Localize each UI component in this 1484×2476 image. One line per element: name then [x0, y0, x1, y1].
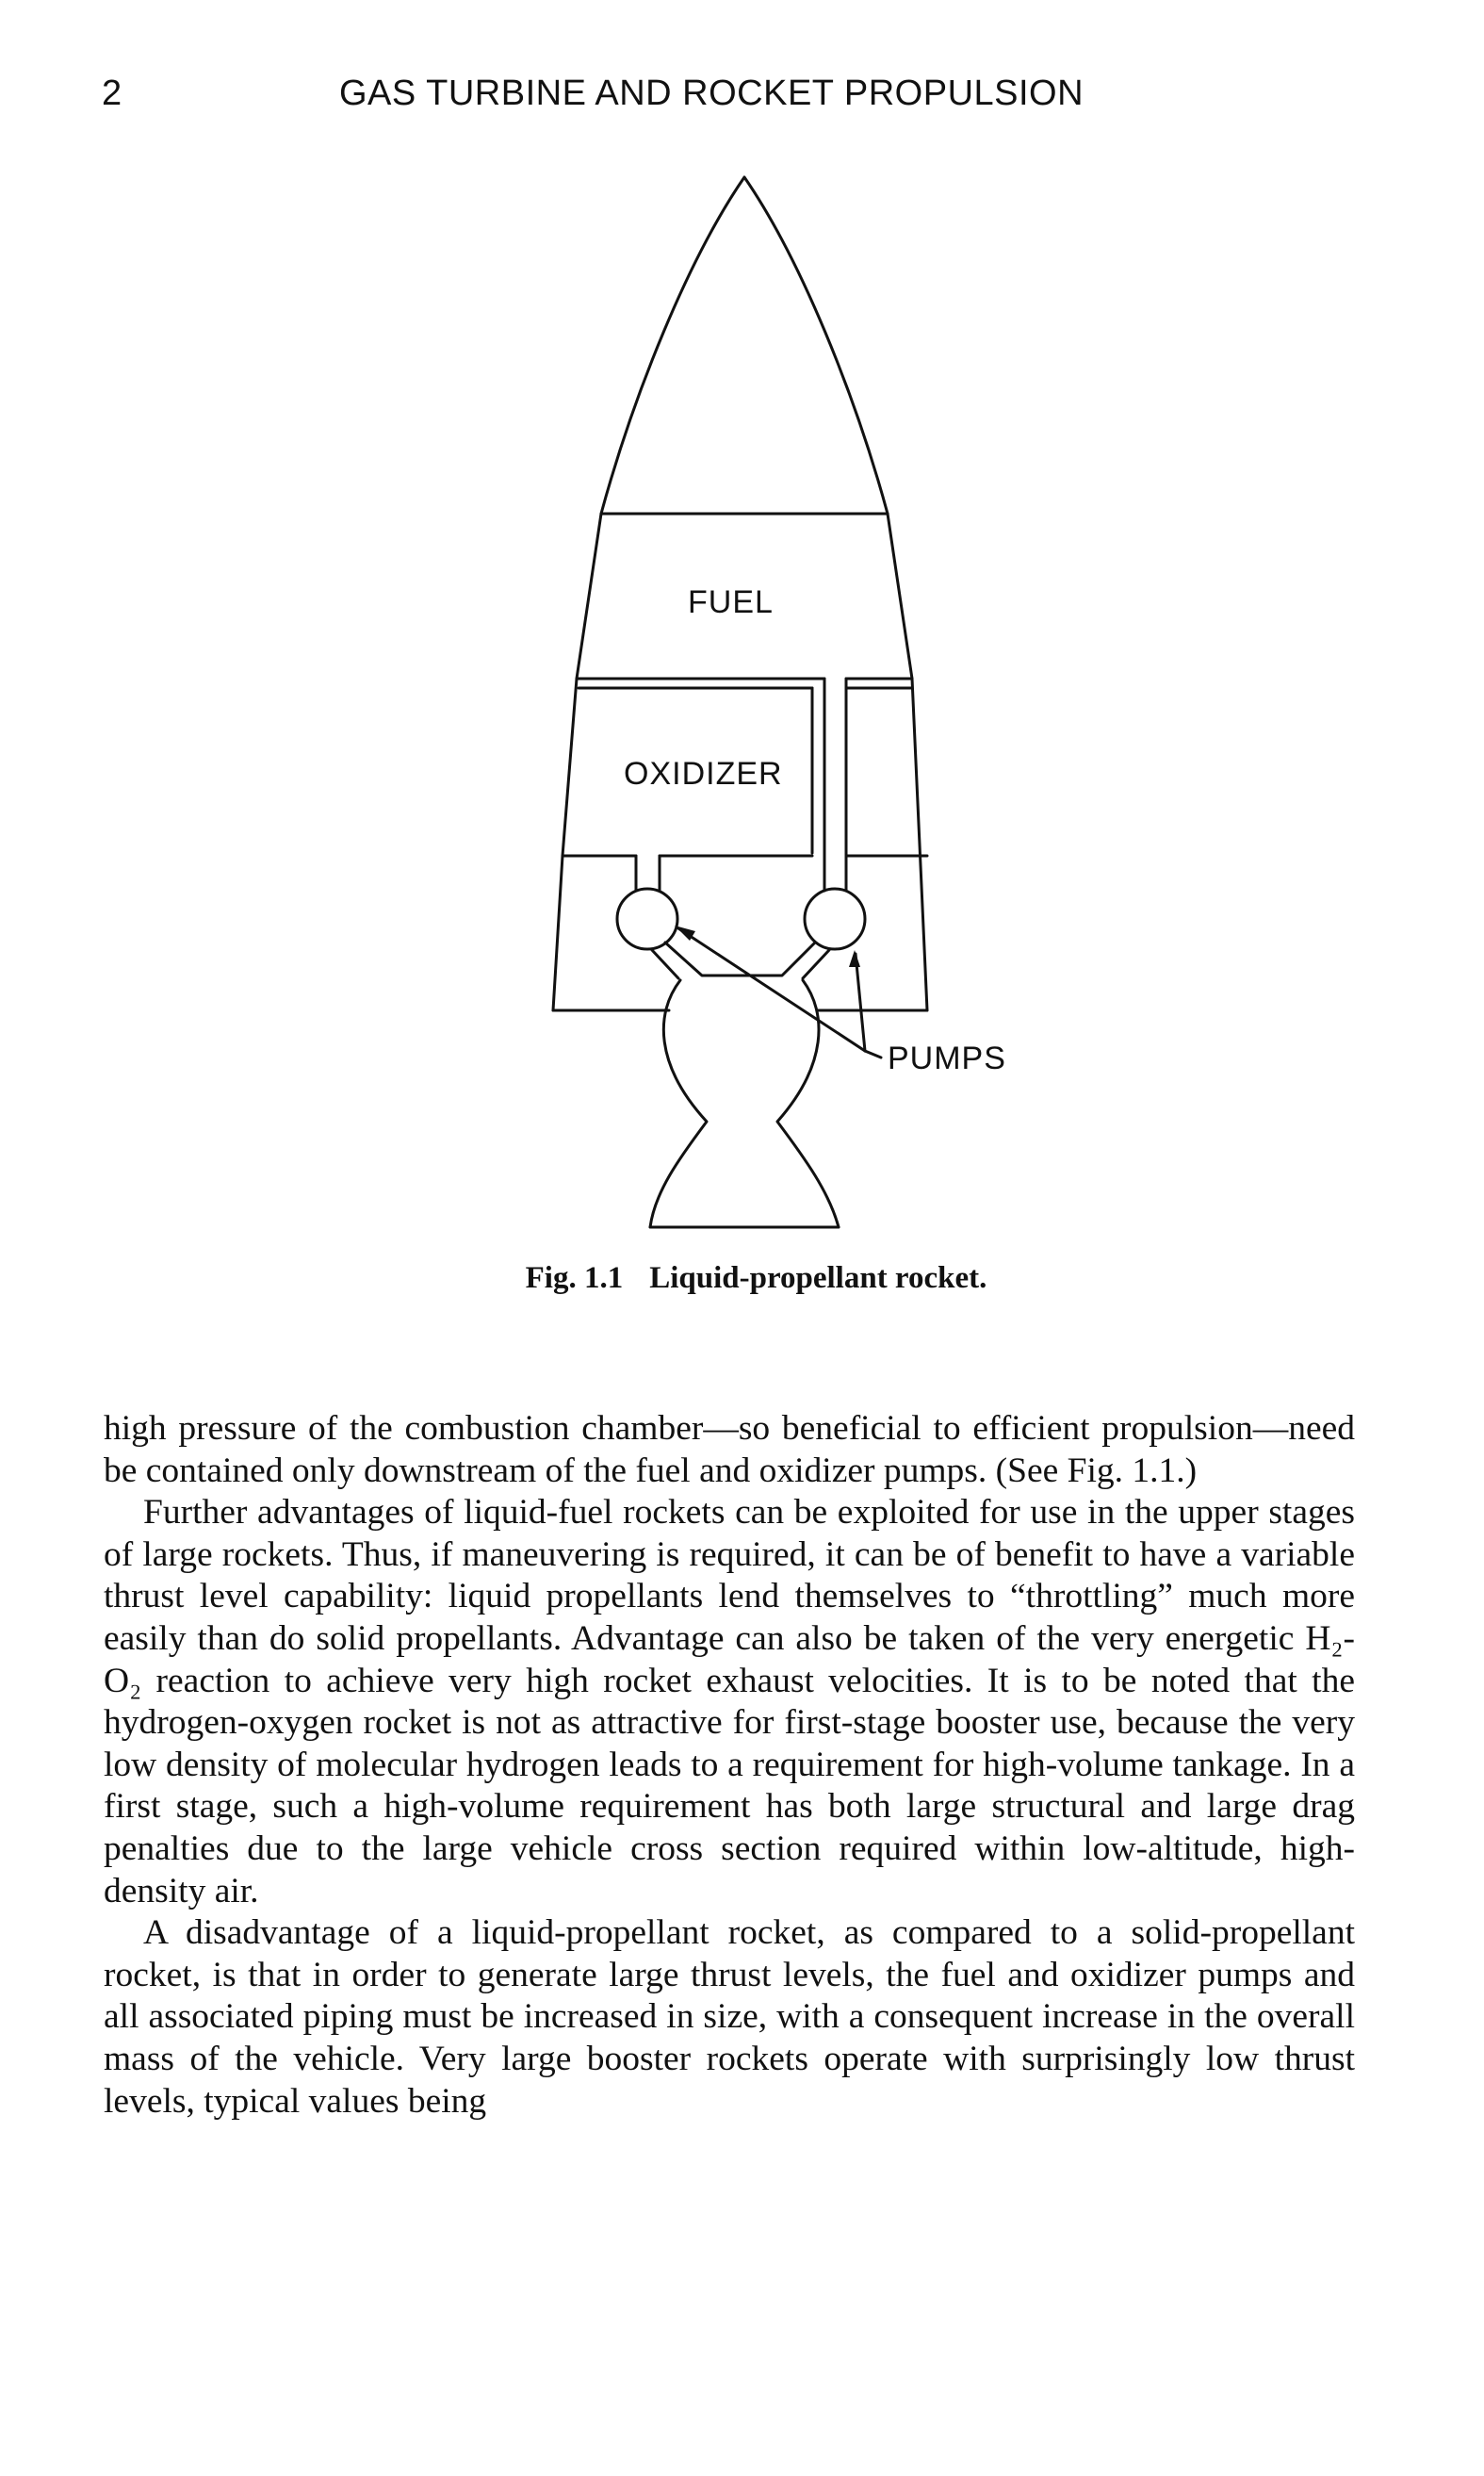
figure-caption-text: Liquid-propellant rocket. — [649, 1261, 987, 1295]
fuel-tank-right-wall — [886, 512, 914, 680]
paragraph: A disadvantage of a liquid-propellant ro… — [104, 1913, 1355, 2121]
liquid-propellant-rocket-diagram: FUEL OXIDIZER PUMPS — [551, 175, 1006, 1229]
pumps-arrowhead-left — [675, 926, 695, 941]
paragraph: Further advantages of liquid-fuel rocket… — [104, 1493, 1355, 1910]
page-number: 2 — [102, 74, 122, 113]
figure-caption-number: Fig. 1.1 — [525, 1261, 624, 1295]
right-lower-wall — [910, 677, 929, 1012]
pumps-label: PUMPS — [888, 1041, 1006, 1076]
fuel-pump — [803, 887, 867, 951]
pumps-leader-line-1 — [677, 926, 867, 1053]
combustion-chamber-nozzle — [648, 978, 840, 1229]
oxidizer-tank-left-wall — [561, 677, 579, 858]
oxidizer-discharge-line-outer — [663, 941, 817, 977]
fuel-tank-left-wall — [575, 512, 603, 680]
fuel-label: FUEL — [688, 584, 774, 620]
figure-caption: Fig. 1.1 Liquid-propellant rocket. — [0, 1261, 1484, 1296]
fuel-discharge-line-inner — [801, 948, 831, 980]
pumps-leader-line-2 — [854, 952, 867, 1053]
lower-left-wall — [551, 854, 564, 1012]
pumps-arrowhead-right — [849, 950, 860, 967]
paragraph: high pressure of the combustion chamber—… — [104, 1409, 1355, 1490]
running-head: GAS TURBINE AND ROCKET PROPULSION — [339, 74, 1084, 113]
page-header: 2 GAS TURBINE AND ROCKET PROPULSION — [102, 74, 1214, 130]
oxidizer-pump — [615, 887, 679, 951]
pumps-leader-tick — [863, 1049, 883, 1059]
oxidizer-label: OXIDIZER — [624, 756, 783, 792]
oxidizer-discharge-line-inner — [650, 948, 680, 980]
rocket-figure: FUEL OXIDIZER PUMPS — [551, 175, 1006, 1229]
nose-cone — [599, 175, 889, 516]
body-text: high pressure of the combustion chamber—… — [104, 1408, 1355, 2123]
